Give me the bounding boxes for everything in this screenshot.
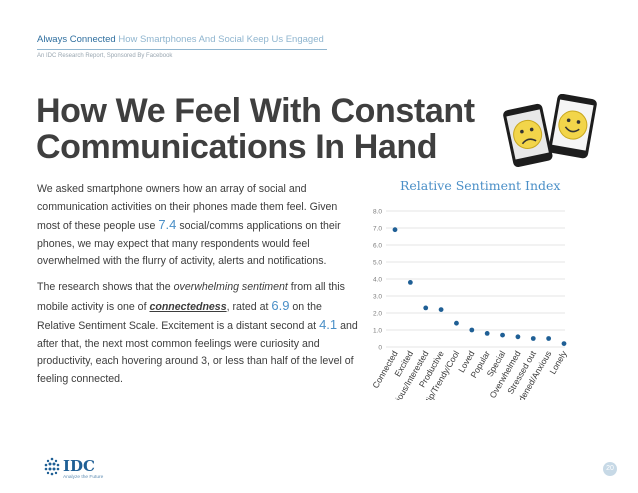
p2-text-a: The research shows that the <box>37 280 174 293</box>
y-tick-label: 6.0 <box>373 243 382 250</box>
p2-text-c: , rated at <box>226 300 272 313</box>
page-number: 20 <box>603 462 617 476</box>
paragraph-1: We asked smartphone owners how an array … <box>37 181 359 271</box>
p2-text-e: and after that, the next most common fee… <box>37 320 358 385</box>
data-point <box>500 332 505 338</box>
title-line-1: How We Feel With Constant <box>36 92 475 130</box>
y-tick-label: 5.0 <box>373 260 382 267</box>
data-point <box>423 305 429 311</box>
body-text: We asked smartphone owners how an array … <box>37 181 359 397</box>
data-point <box>484 331 490 336</box>
smartphones-illustration <box>503 94 597 168</box>
p2-text-b: from all this mobile activity is one of <box>37 280 345 313</box>
p2-text-d: on the Relative Sentiment Scale. Excitem… <box>37 300 322 333</box>
page-title: How We Feel With Constant Communications… <box>36 93 496 165</box>
connected-score: 6.9 <box>271 297 290 313</box>
y-tick-label: 4.0 <box>373 277 382 284</box>
chart-title: Relative Sentiment Index <box>400 178 561 193</box>
data-point <box>454 320 459 326</box>
y-tick-label: 7.0 <box>373 226 382 233</box>
data-point <box>407 280 413 285</box>
data-point <box>515 334 521 340</box>
y-tick-label: 2.0 <box>373 311 382 318</box>
p2-strong: connectedness <box>149 300 227 313</box>
header-line: Always Connected How Smartphones And Soc… <box>37 34 324 45</box>
p1-text-a: We asked smartphone owners how an array … <box>37 183 338 233</box>
y-tick-label: 1.0 <box>373 328 382 335</box>
report-line: An IDC Research Report, Sponsored By Fac… <box>37 53 173 59</box>
paragraph-2: The research shows that the overwhelming… <box>37 279 359 389</box>
idc-logo: IDC Analyze the Future <box>44 457 104 480</box>
y-tick-label: 8.0 <box>373 209 382 216</box>
data-point <box>438 307 444 312</box>
social-apps-count: 7.4 <box>158 217 177 233</box>
data-point <box>546 336 552 341</box>
data-point <box>392 227 398 233</box>
sentiment-chart: 01.02.03.04.05.06.07.08.0ConnectedExcite… <box>370 209 569 401</box>
title-line-2: Communications In Hand <box>36 128 438 166</box>
p1-text-b: social/comms applications on their phone… <box>37 220 341 268</box>
data-point <box>469 327 475 333</box>
y-tick-label: 0 <box>378 345 382 352</box>
logo-text: IDC <box>63 457 95 475</box>
logo-tagline: Analyze the Future <box>63 474 104 480</box>
p2-emphasis: overwhelming sentiment <box>173 280 288 293</box>
data-point <box>561 341 567 346</box>
data-point <box>530 336 536 341</box>
header-divider <box>37 49 327 50</box>
excited-score: 4.1 <box>319 317 338 333</box>
series-subtitle: How Smartphones And Social Keep Us Engag… <box>118 34 324 45</box>
series-title: Always Connected <box>37 34 116 45</box>
y-tick-label: 3.0 <box>373 294 382 301</box>
